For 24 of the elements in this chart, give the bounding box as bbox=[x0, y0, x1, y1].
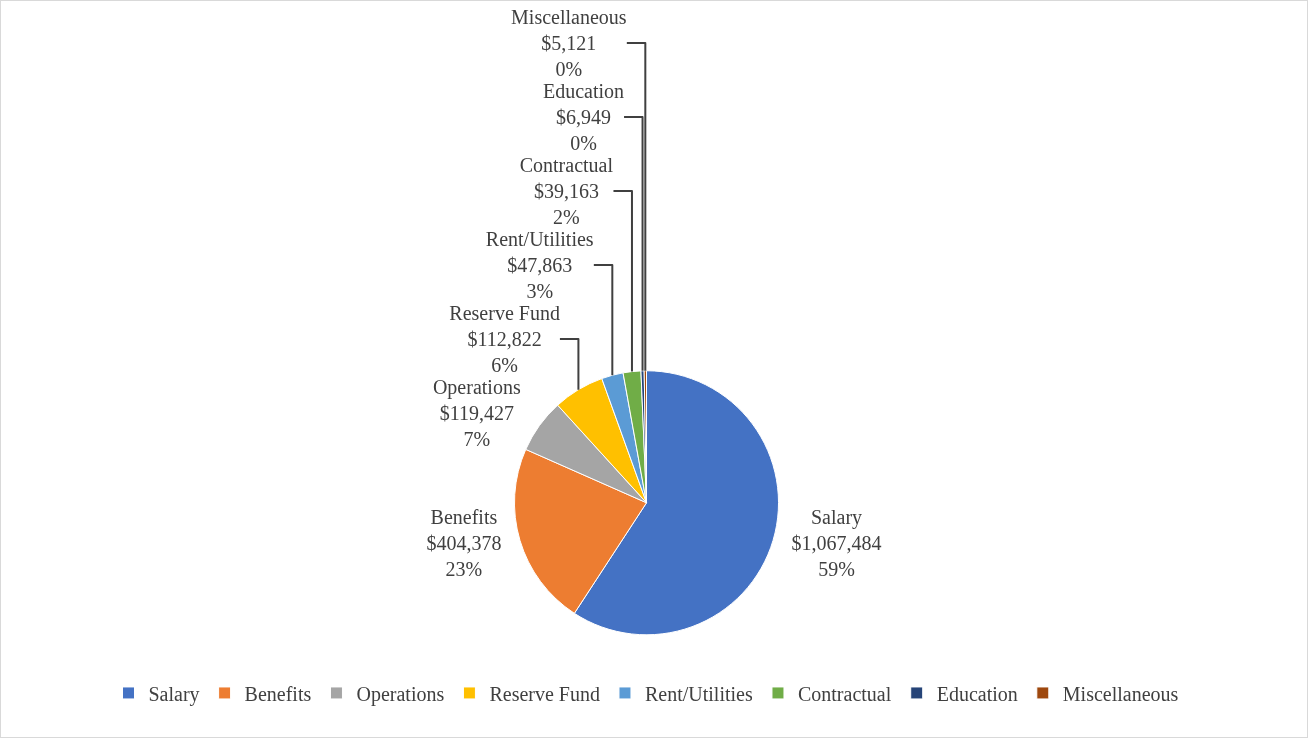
data-label: $6,949 0% bbox=[556, 105, 611, 154]
slice-label: Operations bbox=[432, 375, 521, 399]
legend-label: Salary bbox=[148, 682, 200, 706]
data-label: $1,067,484 59% bbox=[791, 532, 882, 581]
legend-label: Benefits bbox=[244, 682, 312, 705]
legend-label: Operations bbox=[356, 682, 445, 706]
data-label: $39,163 2% bbox=[533, 179, 599, 228]
legend-label: Rent/Utilities bbox=[644, 682, 753, 705]
data-label: $112,822 6% bbox=[467, 327, 542, 376]
slice-label: Benefits bbox=[430, 506, 498, 529]
legend-label: Education bbox=[936, 682, 1018, 705]
slice-label: Miscellaneous bbox=[511, 5, 627, 28]
legend-label: Reserve Fund bbox=[489, 682, 600, 705]
slice-label: Salary bbox=[811, 506, 863, 530]
slice-label: Contractual bbox=[519, 153, 614, 176]
data-label: $404,378 23% bbox=[426, 532, 502, 581]
data-label: $5,121 0% bbox=[541, 31, 597, 80]
legend-label: Miscellaneous bbox=[1062, 682, 1179, 705]
data-label: $47,863 3% bbox=[507, 253, 573, 302]
slice-label: Rent/Utilities bbox=[485, 227, 594, 250]
data-label: $119,427 7% bbox=[439, 401, 514, 450]
slice-label: Education bbox=[542, 79, 625, 102]
legend-label: Contractual bbox=[797, 682, 892, 705]
slice-label: Reserve Fund bbox=[449, 301, 560, 324]
